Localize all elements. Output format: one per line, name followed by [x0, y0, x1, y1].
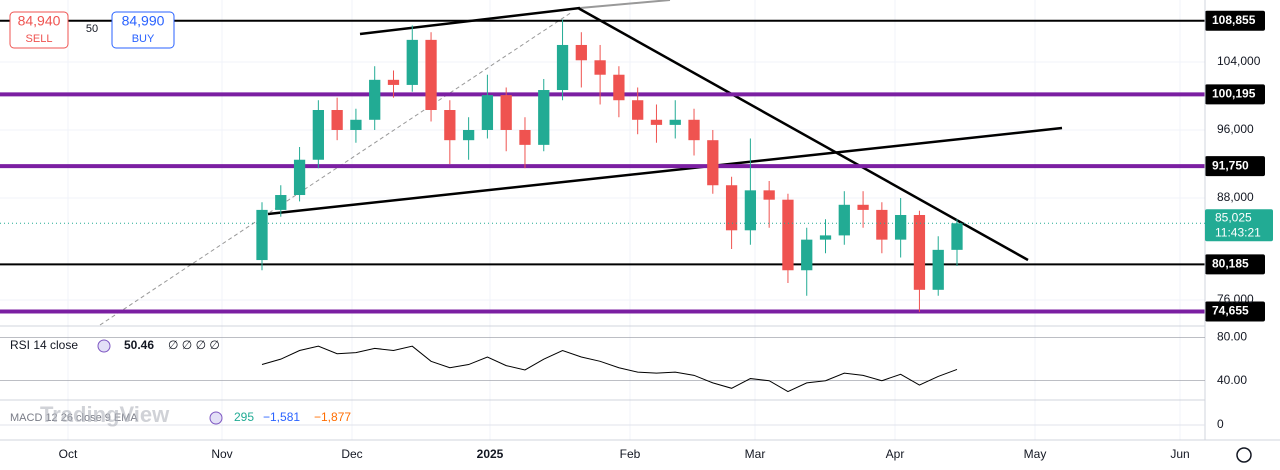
macd-value: −1,581: [263, 410, 300, 424]
rsi-title: RSI 14 close: [10, 338, 78, 352]
candle-body: [481, 95, 494, 130]
spread: 50: [86, 23, 98, 35]
candle-body: [913, 214, 926, 290]
rsi-line: [261, 345, 958, 393]
price-tag-label: 108,855: [1212, 13, 1256, 27]
candle-body: [556, 44, 569, 91]
candle-body: [613, 74, 625, 101]
trendline: [267, 126, 1063, 216]
price-tag: [1205, 254, 1265, 275]
candle-body: [876, 209, 888, 240]
rsi-panel: 80.00 40.00 RSI 14 close 50.46 ∅ ∅ ∅ ∅: [0, 330, 1247, 393]
candle-body: [369, 79, 381, 120]
candle-body: [575, 44, 587, 61]
sell-label: SELL: [26, 33, 53, 45]
x-tick-label: Oct: [59, 447, 78, 461]
candle-body: [275, 195, 287, 210]
price-tag-label: 100,195: [1212, 86, 1256, 100]
price-tag-label: 80,185: [1212, 257, 1249, 271]
sell-price: 84,940: [18, 13, 61, 29]
candle-body: [838, 204, 850, 236]
settings-icon[interactable]: [1236, 447, 1252, 463]
x-tick-label: Nov: [211, 447, 232, 461]
macd-panel: 0 MACD 12 26 close 9 EMA 295 −1,581 −1,877: [0, 410, 1224, 431]
candle-body: [688, 119, 700, 141]
candle-body: [425, 39, 437, 111]
x-tick-label: Feb: [620, 447, 641, 461]
candle-body: [763, 190, 775, 200]
settings-icon: [209, 411, 223, 425]
price-tag: [1205, 84, 1265, 105]
candle-body: [932, 249, 944, 290]
candle-body: [406, 39, 418, 85]
x-tick-label: Jun: [1170, 447, 1189, 461]
candle-body: [782, 199, 794, 271]
candle-body: [444, 110, 456, 141]
macd-hist: 295: [234, 410, 254, 424]
candle-body: [462, 129, 475, 141]
rsi-na: ∅ ∅ ∅ ∅: [168, 338, 220, 352]
candle-body: [857, 204, 869, 210]
candle-body: [707, 140, 719, 186]
buy-price: 84,990: [122, 13, 165, 29]
time-axis: Oct Nov Dec 2025 Feb Mar Apr May Jun: [59, 447, 1190, 461]
candle-body: [256, 209, 268, 261]
candle-body: [819, 235, 832, 240]
x-tick-label: Dec: [341, 447, 362, 461]
watermark: TradingView: [40, 402, 170, 427]
price-tag: [1205, 10, 1265, 31]
sell-button[interactable]: [9, 11, 69, 49]
countdown: 11:43:21: [1215, 225, 1261, 239]
price-tag-label: 74,655: [1212, 304, 1249, 318]
price-tag-label: 91,750: [1212, 158, 1249, 172]
trendline: [579, 0, 671, 9]
candle-body: [331, 110, 343, 130]
candle-body: [801, 239, 813, 271]
y-tick-label: 88,000: [1217, 190, 1254, 204]
candle-body: [744, 190, 757, 231]
buy-label: BUY: [132, 33, 155, 45]
y-tick-label: 104,000: [1217, 54, 1261, 68]
macd-title: MACD 12 26 close 9 EMA: [10, 412, 138, 424]
candle-body: [725, 185, 738, 231]
macd-signal: −1,877: [314, 410, 351, 424]
x-tick-label: Mar: [745, 447, 766, 461]
x-tick-label: 2025: [477, 447, 504, 461]
order-panel[interactable]: 84,940 SELL 50 84,990 BUY: [9, 11, 175, 49]
candle-body: [500, 95, 512, 130]
candle-body: [951, 223, 963, 250]
candles: [256, 19, 963, 312]
settings-icon: [97, 339, 111, 353]
candle-body: [895, 214, 907, 240]
candle-body: [650, 119, 663, 125]
trendline: [577, 6, 1029, 262]
candle-body: [669, 119, 681, 125]
candle-body: [632, 100, 644, 120]
last-price-tag: [1205, 209, 1273, 242]
price-tag: [1205, 301, 1265, 322]
y-tick-label: 40.00: [1217, 373, 1247, 387]
y-tick-label: 0: [1217, 417, 1224, 431]
candle-body: [312, 110, 324, 160]
candle-body: [350, 119, 362, 130]
buy-button[interactable]: [111, 11, 175, 49]
y-tick-label: 80.00: [1217, 330, 1247, 344]
candle-body: [519, 129, 531, 145]
price-tag: [1205, 156, 1265, 177]
x-tick-label: Apr: [886, 447, 905, 461]
candle-body: [538, 90, 550, 145]
last-price-label: 85,025: [1215, 210, 1252, 224]
rsi-value: 50.46: [124, 338, 154, 352]
x-tick-label: May: [1024, 447, 1047, 461]
candle-body: [293, 159, 306, 196]
candle-body: [594, 60, 606, 75]
y-tick-label: 96,000: [1217, 122, 1254, 136]
y-tick-label: 76,000: [1217, 292, 1254, 306]
trendline: [99, 11, 573, 326]
candle-body: [387, 79, 400, 85]
levels: 108,855 100,195 91,750 80,185 74,655: [0, 10, 1265, 322]
